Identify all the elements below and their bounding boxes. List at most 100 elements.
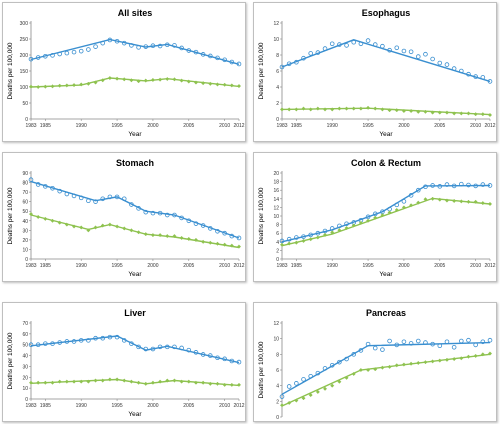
data-point-lower — [344, 106, 349, 111]
data-point-upper — [172, 43, 177, 48]
data-point-upper — [43, 53, 48, 59]
data-point-lower — [301, 106, 306, 111]
data-point-lower — [323, 232, 328, 237]
data-point-upper — [408, 341, 414, 346]
y-tick-label: 10 — [273, 337, 279, 343]
data-point-upper — [487, 79, 493, 84]
data-point-lower — [344, 375, 349, 380]
x-tick-label: 1985 — [40, 403, 51, 409]
data-point-upper — [329, 41, 335, 47]
x-tick-label: 2012 — [233, 123, 244, 129]
data-point-upper — [57, 51, 62, 57]
x-tick-label: 1983 — [25, 263, 36, 269]
x-tick-label: 2000 — [147, 403, 158, 409]
data-point-lower — [64, 83, 69, 88]
data-point-upper — [459, 68, 464, 74]
data-point-upper — [100, 335, 106, 341]
data-point-upper — [408, 193, 414, 198]
data-point-lower — [308, 107, 313, 112]
data-point-lower — [72, 83, 77, 88]
data-point-upper — [208, 226, 213, 231]
data-point-lower — [57, 379, 62, 384]
data-point-lower — [222, 242, 227, 247]
data-point-upper — [308, 51, 313, 56]
data-point-lower — [143, 232, 148, 237]
data-point-upper — [344, 356, 349, 362]
trend-line-lower — [281, 197, 491, 247]
data-point-upper — [107, 334, 113, 340]
chart-panel-colon-rectum: Colon & Rectum 0 2 4 6 8 10 12 14 16 18 20 1983 1985 1… — [253, 152, 497, 282]
data-point-lower — [229, 243, 234, 248]
data-point-lower — [358, 220, 363, 225]
data-point-lower — [215, 241, 220, 246]
data-point-lower — [201, 239, 206, 244]
data-point-lower — [480, 112, 485, 117]
data-point-upper — [86, 47, 91, 52]
y-tick-label: 10 — [22, 386, 28, 392]
data-point-upper — [451, 183, 457, 189]
y-tick-label: 6 — [276, 368, 279, 374]
data-point-lower — [115, 377, 120, 382]
data-point-upper — [444, 62, 450, 67]
y-axis-label: Deaths per 100,000 — [258, 42, 265, 99]
data-point-upper — [301, 55, 306, 61]
data-point-upper — [222, 356, 227, 362]
x-tick-label: 2012 — [484, 263, 495, 269]
data-point-upper — [380, 43, 385, 49]
data-point-lower — [57, 220, 62, 225]
data-point-upper — [415, 54, 421, 59]
trend-line-lower — [30, 77, 240, 88]
data-point-upper — [43, 184, 48, 189]
data-point-upper — [358, 348, 364, 353]
data-point-lower — [344, 226, 349, 231]
data-point-upper — [64, 339, 70, 344]
y-tick-label: 4 — [276, 384, 279, 390]
data-point-upper — [78, 48, 84, 54]
data-point-lower — [366, 218, 371, 223]
data-point-upper — [86, 338, 91, 343]
data-point-lower — [430, 359, 435, 364]
y-axis-label: Deaths per 100,000 — [7, 42, 14, 99]
y-tick-label: 10 — [273, 37, 279, 43]
data-point-lower — [93, 378, 98, 383]
data-point-lower — [215, 82, 220, 87]
data-point-lower — [122, 77, 127, 82]
x-tick-label: 1990 — [76, 403, 87, 409]
data-point-lower — [107, 76, 112, 81]
data-point-lower — [287, 400, 292, 405]
data-point-upper — [372, 42, 378, 47]
y-tick-label: 2 — [276, 399, 279, 405]
data-point-lower — [115, 76, 120, 81]
y-tick-label: 50 — [22, 101, 28, 107]
data-point-lower — [57, 83, 62, 88]
data-point-lower — [179, 379, 184, 384]
data-point-upper — [459, 338, 464, 344]
data-point-lower — [36, 84, 41, 90]
data-point-lower — [373, 215, 378, 220]
data-point-lower — [236, 382, 242, 387]
x-tick-label: 1995 — [363, 123, 374, 129]
data-point-upper — [408, 49, 414, 55]
y-tick-label: 8 — [276, 352, 279, 358]
y-tick-label: 8 — [276, 53, 279, 59]
data-point-upper — [322, 366, 328, 371]
chart-title: All sites — [118, 8, 153, 18]
data-point-upper — [473, 183, 478, 189]
data-point-lower — [279, 403, 285, 408]
y-tick-label: 60 — [22, 332, 28, 338]
data-point-lower — [186, 379, 191, 384]
data-point-upper — [444, 339, 450, 345]
x-tick-label: 2010 — [470, 263, 481, 269]
data-point-lower — [308, 393, 313, 398]
data-point-upper — [337, 359, 342, 365]
data-point-upper — [365, 341, 371, 347]
data-point-upper — [222, 230, 227, 236]
data-point-lower — [229, 382, 234, 387]
data-point-lower — [165, 234, 170, 239]
data-point-lower — [64, 379, 69, 384]
data-point-lower — [423, 109, 428, 114]
y-tick-label: 40 — [22, 354, 28, 360]
data-point-lower — [366, 367, 371, 373]
chart-panel-stomach: Stomach 0 10 20 30 40 50 60 70 80 90 1983 1985 1990 19… — [2, 152, 246, 282]
